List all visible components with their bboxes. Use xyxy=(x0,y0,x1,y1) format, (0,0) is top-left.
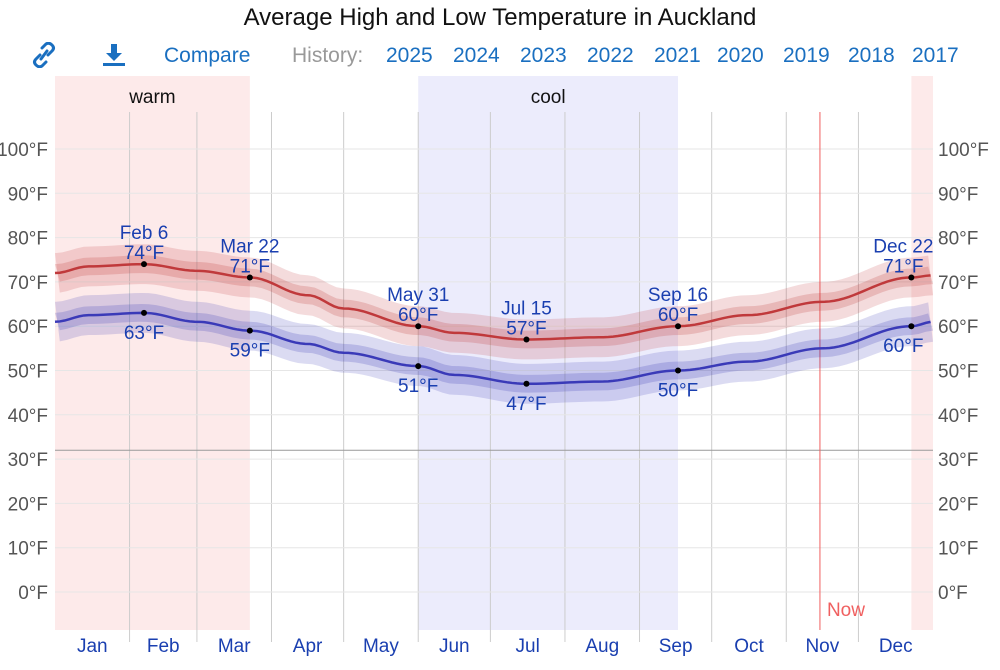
y-tick-right: 30°F xyxy=(938,450,978,471)
high-date-label: Jul 15 xyxy=(501,298,552,319)
history-year-2020[interactable]: 2020 xyxy=(717,44,764,67)
link-icon[interactable] xyxy=(32,41,56,74)
high-point xyxy=(523,336,530,343)
low-value-label: 51°F xyxy=(398,376,438,397)
low-point xyxy=(141,309,148,316)
low-value-label: 63°F xyxy=(124,323,164,344)
warm-season-label: warm xyxy=(128,87,175,108)
high-point xyxy=(246,274,253,281)
y-tick-right: 50°F xyxy=(938,362,978,383)
history-year-2025[interactable]: 2025 xyxy=(386,44,433,67)
y-tick-right: 40°F xyxy=(938,406,978,427)
high-point xyxy=(908,274,915,281)
y-tick-right: 100°F xyxy=(938,140,989,161)
low-point xyxy=(523,380,530,387)
low-value-label: 50°F xyxy=(658,381,698,402)
y-tick-left: 10°F xyxy=(8,539,48,560)
low-value-label: 47°F xyxy=(506,394,546,415)
y-tick-right: 80°F xyxy=(938,229,978,250)
high-point xyxy=(415,323,422,330)
low-point xyxy=(675,367,682,374)
high-date-label: Feb 6 xyxy=(120,223,169,244)
warm-season-band xyxy=(55,76,250,630)
low-point xyxy=(246,327,253,334)
y-tick-right: 60°F xyxy=(938,317,978,338)
history-year-2019[interactable]: 2019 xyxy=(783,44,830,67)
low-point xyxy=(908,323,915,330)
high-date-label: Mar 22 xyxy=(220,236,279,257)
y-tick-left: 70°F xyxy=(8,273,48,294)
high-range-band xyxy=(55,255,933,349)
now-label: Now xyxy=(827,600,865,621)
high-value-label: 74°F xyxy=(124,243,164,264)
month-label-jan: Jan xyxy=(77,636,108,657)
history-year-2021[interactable]: 2021 xyxy=(654,44,701,67)
month-label-jul: Jul xyxy=(516,636,540,657)
y-tick-left: 60°F xyxy=(8,317,48,338)
chart-title: Average High and Low Temperature in Auck… xyxy=(243,4,757,31)
y-tick-right: 0°F xyxy=(938,583,968,604)
month-label-sep: Sep xyxy=(659,636,693,657)
y-tick-left: 80°F xyxy=(8,229,48,250)
history-year-2017[interactable]: 2017 xyxy=(912,44,959,67)
y-tick-left: 20°F xyxy=(8,494,48,515)
month-label-nov: Nov xyxy=(805,636,839,657)
month-label-mar: Mar xyxy=(218,636,251,657)
month-label-oct: Oct xyxy=(734,636,764,657)
history-year-2018[interactable]: 2018 xyxy=(848,44,895,67)
history-year-2022[interactable]: 2022 xyxy=(587,44,634,67)
history-year-2023[interactable]: 2023 xyxy=(520,44,567,67)
y-tick-left: 50°F xyxy=(8,362,48,383)
cool-season-label: cool xyxy=(531,87,566,108)
y-tick-left: 40°F xyxy=(8,406,48,427)
month-label-may: May xyxy=(363,636,399,657)
y-tick-right: 70°F xyxy=(938,273,978,294)
high-date-label: May 31 xyxy=(387,285,449,306)
y-tick-right: 10°F xyxy=(938,539,978,560)
y-tick-right: 90°F xyxy=(938,184,978,205)
compare-link[interactable]: Compare xyxy=(164,44,251,67)
history-label: History: xyxy=(292,44,364,67)
cool-season-band xyxy=(418,76,679,630)
y-tick-left: 0°F xyxy=(18,583,48,604)
high-point xyxy=(675,323,682,330)
month-label-apr: Apr xyxy=(293,636,323,657)
low-value-label: 59°F xyxy=(230,341,270,362)
low-temperature-line xyxy=(54,311,931,386)
high-temperature-line xyxy=(54,262,931,341)
month-label-jun: Jun xyxy=(439,636,470,657)
y-tick-left: 30°F xyxy=(8,450,48,471)
high-value-label: 57°F xyxy=(506,318,546,339)
history-year-2024[interactable]: 2024 xyxy=(453,44,500,67)
month-label-aug: Aug xyxy=(585,636,619,657)
high-date-label: Sep 16 xyxy=(648,285,708,306)
low-point xyxy=(415,363,422,370)
high-range-band xyxy=(55,244,933,360)
high-value-label: 60°F xyxy=(398,305,438,326)
low-value-label: 60°F xyxy=(883,336,923,357)
low-range-band xyxy=(55,292,933,404)
y-tick-left: 100°F xyxy=(0,140,48,161)
high-date-label: Dec 22 xyxy=(873,236,933,257)
high-value-label: 71°F xyxy=(883,256,923,277)
high-value-label: 71°F xyxy=(230,256,270,277)
y-tick-left: 90°F xyxy=(8,184,48,205)
low-range-band xyxy=(55,304,933,393)
month-label-dec: Dec xyxy=(879,636,913,657)
month-label-feb: Feb xyxy=(147,636,180,657)
download-icon[interactable] xyxy=(102,42,126,74)
toolbar: Compare History: 2025 2024 2023 2022 202… xyxy=(0,41,1000,74)
high-point xyxy=(141,261,148,268)
high-value-label: 60°F xyxy=(658,305,698,326)
y-tick-right: 20°F xyxy=(938,494,978,515)
warm-season-band xyxy=(911,76,933,630)
